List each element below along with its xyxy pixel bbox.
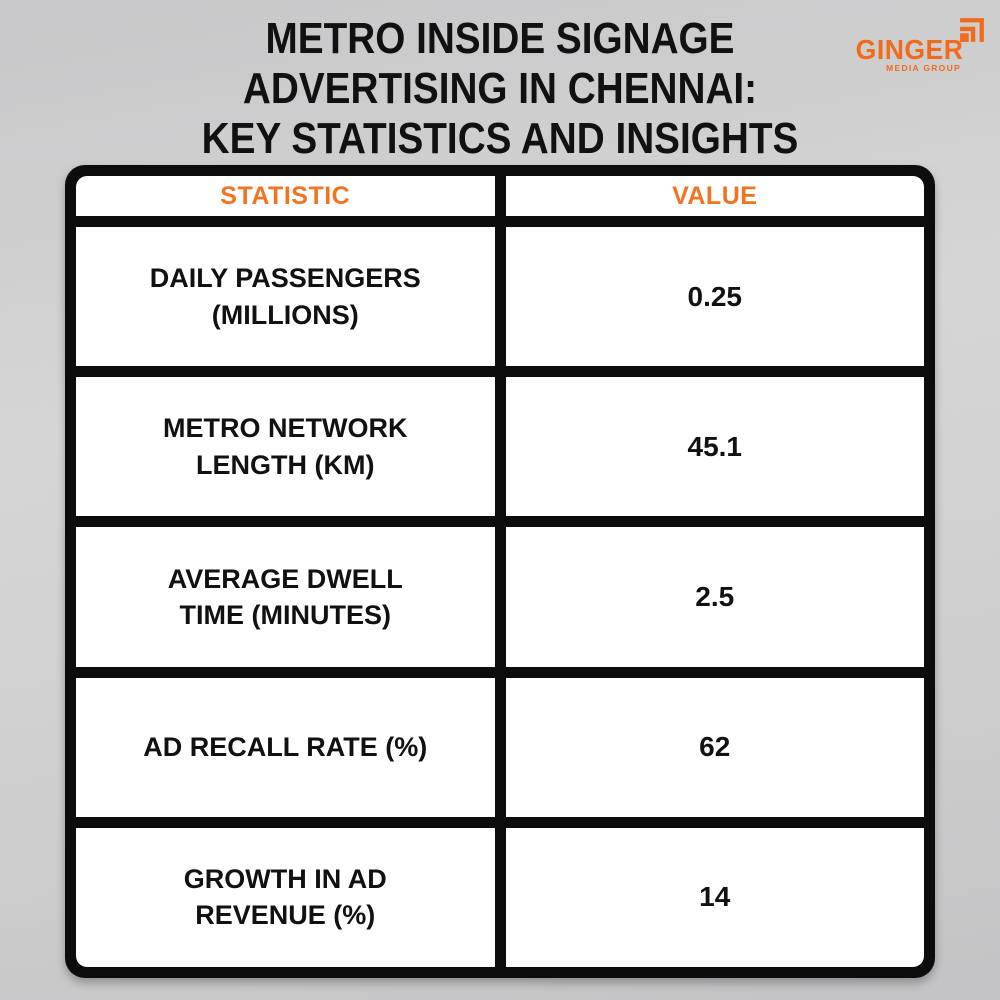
brand-name: GINGER xyxy=(855,34,963,65)
stat-value: 62 xyxy=(699,731,731,763)
brand-tagline: MEDIA GROUP xyxy=(886,63,961,73)
stat-name: DAILY PASSENGERS (MILLIONS) xyxy=(149,263,421,330)
table-row-3-value-cell: 2.5 xyxy=(505,527,924,667)
stat-name: METRO NETWORK LENGTH (KM) xyxy=(163,413,408,480)
table-row-4-value-cell: 62 xyxy=(505,677,924,817)
stat-value: 2.5 xyxy=(695,580,735,612)
column-header-value: VALUE xyxy=(672,181,758,210)
title-line-3: KEY STATISTICS AND INSIGHTS xyxy=(201,114,799,163)
stat-name: GROWTH IN AD REVENUE (%) xyxy=(183,863,387,931)
table-row-2-statistic-cell: METRO NETWORK LENGTH (KM) xyxy=(76,377,495,517)
table-row-4-statistic-cell: AD RECALL RATE (%) xyxy=(76,677,495,817)
title-line-1: METRO INSIDE SIGNAGE xyxy=(265,14,735,63)
page-title: METRO INSIDE SIGNAGE ADVERTISING IN CHEN… xyxy=(60,14,940,164)
stat-name: AD RECALL RATE (%) xyxy=(143,731,428,762)
table-row-1-statistic-cell: DAILY PASSENGERS (MILLIONS) xyxy=(76,227,495,367)
table-row-5-value-cell: 14 xyxy=(505,827,924,967)
column-header-statistic: STATISTIC xyxy=(220,181,351,210)
stat-value: 45.1 xyxy=(687,430,743,462)
brand-logo: GINGER MEDIA GROUP xyxy=(836,12,986,74)
statistics-table: STATISTIC VALUE DAILY PASSENGERS (MILLIO… xyxy=(65,165,935,978)
table-header-cell-statistic: STATISTIC xyxy=(76,176,495,216)
stat-value: 0.25 xyxy=(687,280,743,312)
stat-value: 14 xyxy=(699,881,731,913)
table-row-1-value-cell: 0.25 xyxy=(505,227,924,367)
stat-name: AVERAGE DWELL TIME (MINUTES) xyxy=(167,563,403,630)
table-row-5-statistic-cell: GROWTH IN AD REVENUE (%) xyxy=(76,827,495,967)
table-row-2-value-cell: 45.1 xyxy=(505,377,924,517)
table-row-3-statistic-cell: AVERAGE DWELL TIME (MINUTES) xyxy=(76,527,495,667)
nested-squares-logo-icon xyxy=(959,17,985,43)
title-line-2: ADVERTISING IN CHENNAI: xyxy=(242,64,758,113)
table-header-cell-value: VALUE xyxy=(505,176,924,216)
